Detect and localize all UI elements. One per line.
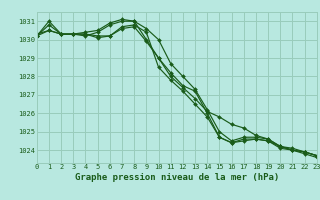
X-axis label: Graphe pression niveau de la mer (hPa): Graphe pression niveau de la mer (hPa)	[75, 173, 279, 182]
